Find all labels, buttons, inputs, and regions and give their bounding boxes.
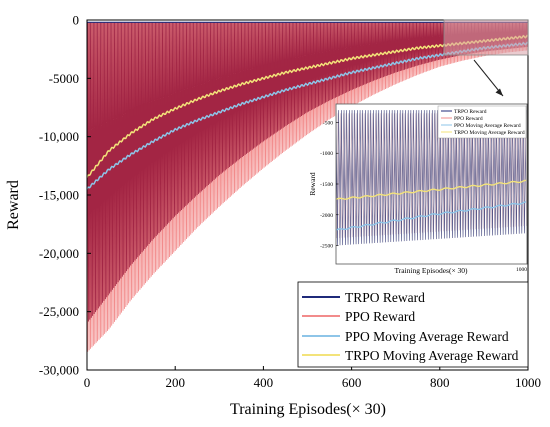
inset-x-tick-1000: 1000 <box>516 267 527 273</box>
y-tick-label: -10,000 <box>39 129 79 144</box>
y-tick-label: 0 <box>73 13 80 28</box>
inset-y-tick-label: -1500 <box>320 182 333 188</box>
inset-legend-trpo: TRPO Reward <box>454 109 487 115</box>
x-tick-label: 1000 <box>515 375 541 390</box>
x-tick-label: 800 <box>430 375 450 390</box>
legend-trpo-reward: TRPO Reward <box>345 290 425 305</box>
x-tick-label: 400 <box>254 375 274 390</box>
y-tick-label: -20,000 <box>39 246 79 261</box>
x-axis-ticks: 0 200 400 600 800 1000 <box>84 366 541 390</box>
inset-x-axis-label: Training Episodes(× 30) <box>394 266 468 275</box>
y-axis-ticks: 0 -5000 -10,000 -15,000 -20,000 -25,000 -30,00… <box>39 13 91 378</box>
legend-ppo-moving-average: PPO Moving Average Reward <box>345 329 509 344</box>
inset-legend-trpo-ma: TRPO Moving Average Reward <box>454 130 525 136</box>
zoom-region <box>443 19 529 56</box>
inset-reward-band <box>336 110 527 246</box>
inset-legend-ppo-ma: PPO Moving Average Reward <box>454 123 521 129</box>
inset-y-tick-label: -2000 <box>320 213 333 219</box>
legend-ppo-reward: PPO Reward <box>345 309 415 324</box>
y-tick-label: -15,000 <box>39 188 79 203</box>
x-tick-label: 0 <box>84 375 91 390</box>
x-tick-label: 600 <box>342 375 362 390</box>
inset-panel: TRPO Reward PPO Reward PPO Moving Averag… <box>308 103 528 275</box>
legend: TRPO Reward PPO Reward PPO Moving Averag… <box>297 281 529 368</box>
inset-y-tick-label: -2500 <box>320 244 333 250</box>
zoom-arrow-head <box>495 88 503 96</box>
inset-y-tick-label: -1000 <box>320 151 333 157</box>
inset-legend: TRPO Reward PPO Reward PPO Moving Averag… <box>437 105 527 139</box>
inset-trpo-moving-average <box>336 179 527 201</box>
legend-trpo-moving-average: TRPO Moving Average Reward <box>345 348 519 363</box>
inset-legend-ppo: PPO Reward <box>454 116 483 122</box>
inset-ppo-moving-average <box>336 201 527 231</box>
y-tick-label: -30,000 <box>39 363 79 378</box>
inset-y-tick-label: -500 <box>323 120 333 126</box>
x-tick-label: 200 <box>165 375 185 390</box>
trpo-reward-series <box>87 22 528 324</box>
inset-moving-average-lines <box>336 179 527 231</box>
y-axis-label: Reward <box>5 180 22 230</box>
y-tick-label: -5000 <box>49 71 79 86</box>
inset-y-axis-label: Reward <box>308 172 317 196</box>
y-tick-label: -25,000 <box>39 304 79 319</box>
inset-ppo-reward <box>336 113 527 239</box>
zoom-arrow <box>473 59 504 97</box>
x-axis-label: Training Episodes(× 30) <box>230 401 386 418</box>
inset-legend-box <box>437 105 527 139</box>
inset-y-ticks: -500 -1000 -1500 -2000 -2500 <box>320 120 339 250</box>
